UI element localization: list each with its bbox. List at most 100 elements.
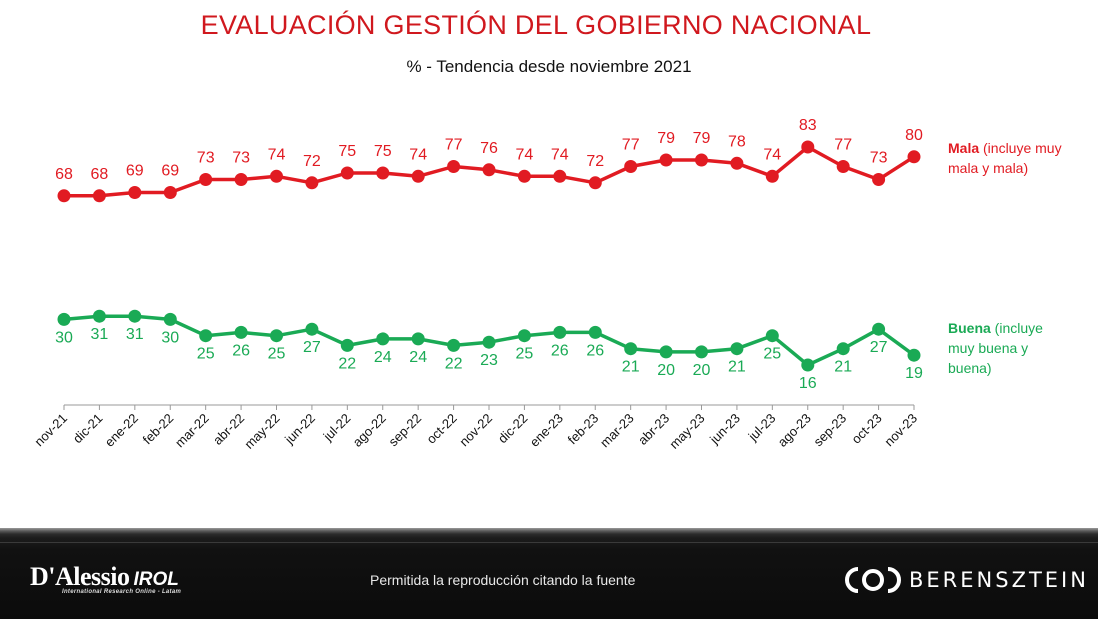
x-tick-label: oct-23 (849, 411, 885, 447)
x-tick-label: nov-23 (881, 411, 920, 450)
data-label-mala: 80 (905, 127, 923, 144)
data-label-buena: 31 (126, 326, 144, 343)
data-point-mala (588, 176, 602, 190)
berensztein-logo: BERENSZTEIN (845, 566, 1089, 594)
data-point-mala (376, 166, 390, 180)
data-label-buena: 30 (55, 329, 73, 346)
data-label-buena: 19 (905, 365, 923, 382)
legend-buena: Buena (incluye muy buena y buena) (948, 318, 1068, 378)
data-label-mala: 69 (126, 163, 144, 180)
data-point-mala (907, 150, 921, 164)
data-label-mala: 72 (303, 153, 321, 170)
data-point-mala (801, 140, 815, 154)
data-label-mala: 68 (55, 166, 73, 183)
data-label-buena: 24 (374, 349, 392, 366)
x-tick-label: jun-22 (281, 411, 318, 448)
data-point-buena (305, 322, 319, 336)
data-point-mala (340, 166, 354, 180)
data-point-mala (730, 156, 744, 170)
x-tick-label: oct-22 (424, 411, 460, 447)
data-point-mala (270, 169, 283, 183)
data-label-mala: 73 (197, 150, 215, 167)
x-tick-label: dic-21 (70, 411, 106, 447)
x-tick-label: ago-23 (775, 411, 814, 450)
data-point-buena (163, 312, 177, 326)
data-point-buena (730, 342, 744, 356)
data-label-mala: 76 (480, 140, 498, 157)
data-label-buena: 27 (870, 339, 888, 356)
data-label-mala: 83 (799, 117, 817, 134)
data-point-mala (57, 189, 71, 203)
data-point-mala (553, 169, 567, 183)
data-label-buena: 21 (728, 359, 746, 376)
data-label-mala: 73 (232, 150, 250, 167)
data-label-buena: 26 (586, 342, 604, 359)
data-label-mala: 68 (91, 166, 109, 183)
data-point-mala (836, 160, 850, 173)
data-label-mala: 77 (834, 137, 852, 154)
data-label-buena: 25 (197, 346, 215, 363)
x-tick-label: sep-23 (811, 411, 850, 450)
data-label-buena: 22 (445, 355, 463, 372)
data-label-mala: 75 (374, 143, 392, 160)
data-point-mala (234, 173, 248, 186)
data-point-buena (234, 325, 248, 339)
data-label-buena: 20 (657, 362, 675, 379)
x-tick-label: ene-22 (102, 411, 141, 450)
data-label-buena: 26 (551, 342, 569, 359)
x-tick-label: nov-21 (31, 411, 70, 450)
berensztein-logo-icon (845, 567, 901, 593)
x-tick-label: dic-22 (495, 411, 531, 447)
data-label-mala: 78 (728, 133, 746, 150)
legend-mala-label: Mala (948, 140, 980, 156)
logo-dalessio-text: D'Alessio (30, 562, 130, 591)
data-label-mala: 72 (586, 153, 604, 170)
line-chart: nov-21 dic-21ene-22feb-22mar-22abr-22may-… (31, 117, 923, 452)
data-point-buena (199, 329, 213, 343)
data-label-mala: 74 (268, 146, 286, 163)
data-label-buena: 24 (409, 349, 427, 366)
data-point-buena (57, 312, 71, 326)
data-label-buena: 25 (268, 346, 286, 363)
data-label-mala: 74 (409, 146, 427, 163)
x-tick-label: ene-23 (527, 411, 566, 450)
data-label-buena: 20 (693, 362, 711, 379)
data-label-buena: 30 (161, 329, 179, 346)
data-point-mala (163, 186, 177, 199)
data-point-buena (92, 309, 106, 323)
data-point-buena (695, 345, 708, 359)
legend-buena-description: (incluye muy buena y buena) (948, 320, 1043, 376)
data-point-mala (659, 153, 673, 167)
data-label-mala: 74 (763, 146, 781, 163)
data-point-buena (765, 329, 779, 343)
x-tick-label: sep-22 (386, 411, 425, 450)
data-point-buena (340, 338, 354, 352)
chart-subtitle: % - Tendencia desde noviembre 2021 (406, 57, 692, 76)
x-tick-label: feb-23 (565, 411, 602, 448)
data-label-mala: 79 (657, 130, 675, 147)
data-point-buena (128, 309, 142, 323)
data-point-buena (482, 335, 496, 349)
footer-bar (0, 528, 1098, 619)
data-label-mala: 79 (693, 130, 711, 147)
data-point-mala (624, 160, 638, 173)
data-point-mala (447, 160, 461, 173)
x-tick-label: mar-23 (597, 411, 637, 451)
data-point-buena (411, 332, 425, 346)
data-point-buena (659, 345, 673, 359)
data-label-buena: 31 (91, 326, 109, 343)
data-label-mala: 74 (551, 146, 569, 163)
data-label-mala: 77 (445, 137, 463, 154)
data-label-mala: 69 (161, 163, 179, 180)
dalessio-irol-logo: D'Alessio IROL International Research Onl… (30, 562, 181, 595)
data-label-buena: 27 (303, 339, 321, 356)
data-point-mala (199, 173, 213, 186)
data-point-buena (553, 325, 567, 339)
data-point-buena (872, 322, 886, 336)
data-label-buena: 22 (338, 355, 356, 372)
data-label-buena: 21 (622, 359, 640, 376)
logo-irol-text: IROL (133, 569, 179, 590)
data-point-mala (411, 169, 425, 183)
logo-berensztein-text: BERENSZTEIN (909, 568, 1089, 592)
data-label-mala: 73 (870, 150, 888, 167)
